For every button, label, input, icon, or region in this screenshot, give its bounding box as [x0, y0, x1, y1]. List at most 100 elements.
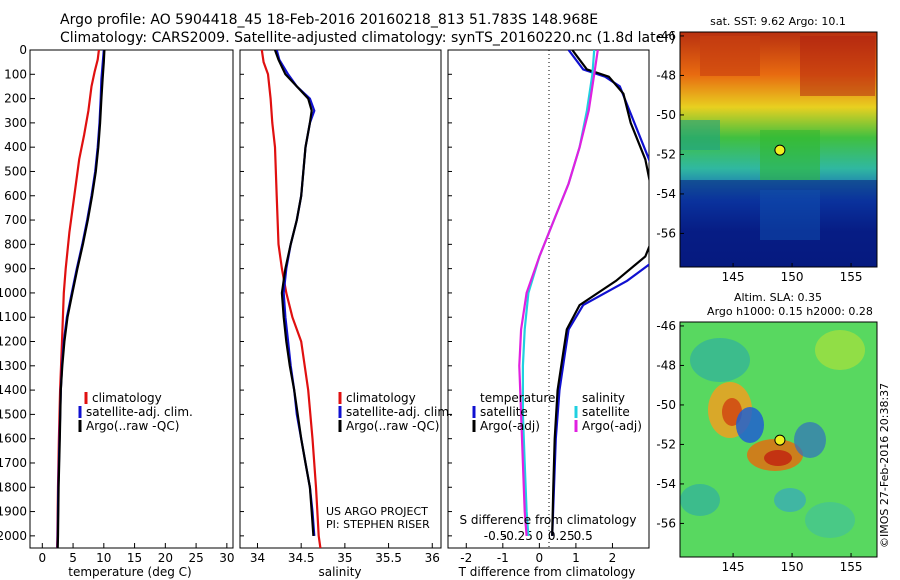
sla-low-patch [680, 484, 720, 516]
pi-credit: PI: STEPHEN RISER [326, 518, 430, 531]
sla-map-frame [679, 321, 878, 558]
map-y-tick-label: -46 [656, 319, 676, 333]
difference-profiles [518, 50, 649, 536]
y-tick-label: 800 [4, 237, 27, 251]
y-tick-label: 400 [4, 140, 27, 154]
figure-title-line1: Argo profile: AO 5904418_45 18-Feb-2016 … [60, 12, 599, 28]
legend-label-climatology: climatology [346, 391, 416, 405]
map-y-tick-label: -46 [656, 29, 676, 43]
map-y-tick-label: -48 [656, 358, 676, 372]
map-x-tick-label: 155 [840, 560, 863, 574]
map-x-tick-label: 150 [781, 270, 804, 284]
argo-float-marker [774, 434, 786, 446]
salinity-xlabel: salinity [318, 565, 361, 579]
y-tick-label: 1500 [0, 407, 27, 421]
map-y-tick-label: -56 [656, 516, 676, 530]
y-tick-label: 700 [4, 213, 27, 227]
sst-warm-patch [800, 36, 875, 96]
temperature-xlabel: temperature (deg C) [68, 565, 191, 579]
series-line-2 [521, 50, 596, 536]
series-line-0 [56, 50, 100, 548]
s-tick-label: 0.25 [548, 529, 575, 543]
temperature-profiles [56, 50, 106, 548]
y-tick-label: 1800 [0, 480, 27, 494]
y-tick-label: 600 [4, 189, 27, 203]
x-tick-label: -2 [460, 551, 472, 565]
y-tick-label: 1300 [0, 359, 27, 373]
legend-label-t-argo: Argo(-adj) [480, 419, 540, 433]
sst-map-frame [679, 31, 878, 268]
map-y-tick-label: -50 [656, 398, 676, 412]
y-tick-label: 500 [4, 164, 27, 178]
x-tick-label: 20 [158, 551, 173, 565]
s-tick-label: -0.5 [484, 529, 507, 543]
legend-title-temperature: temperature [480, 391, 555, 405]
sla-low-patch [774, 488, 806, 512]
y-tick-label: 1200 [0, 335, 27, 349]
sla-low-patch [690, 338, 750, 382]
sst-patch [760, 190, 820, 240]
sst-map-axes: 145 150 155 -46 -48 -50 -52 -54 -56 [656, 29, 862, 284]
x-tick-label: -1 [497, 551, 509, 565]
sla-low-patch [805, 502, 855, 538]
tdiff-xlabel: T difference from climatology [458, 565, 636, 579]
legend-label-satellite: satellite-adj. clim. [86, 405, 193, 419]
y-tick-label: 300 [4, 116, 27, 130]
map-x-tick-label: 155 [840, 270, 863, 284]
y-tick-label: 1600 [0, 432, 27, 446]
salinity-panel-frame [239, 49, 442, 549]
x-tick-label: 25 [188, 551, 203, 565]
difference-legend: temperature satellite Argo(-adj) salinit… [472, 391, 642, 433]
imos-watermark: ©IMOS 27-Feb-2016 20:38:37 [878, 382, 891, 548]
legend-label-t-satellite: satellite [480, 405, 528, 419]
map-y-tick-label: -56 [656, 226, 676, 240]
map-y-tick-label: -50 [656, 108, 676, 122]
s-tick-label: 0.5 [574, 529, 593, 543]
y-tick-label: 1000 [0, 286, 27, 300]
legend-label-satellite: satellite-adj. clim. [346, 405, 453, 419]
sdiff-label: S difference from climatology [460, 513, 637, 527]
x-tick-label: 34.5 [288, 551, 315, 565]
x-tick-label: 5 [69, 551, 77, 565]
sst-warm-patch [700, 36, 760, 76]
x-tick-label: 2 [609, 551, 617, 565]
sla-map-title: Altim. SLA: 0.35 [734, 291, 822, 304]
y-tick-label: 900 [4, 262, 27, 276]
sst-patch [680, 120, 720, 150]
y-tick-label: 1700 [0, 456, 27, 470]
salinity-profiles [260, 50, 322, 548]
series-line-2 [56, 50, 106, 548]
map-x-tick-label: 145 [722, 560, 745, 574]
project-credit: US ARGO PROJECT [326, 505, 428, 518]
sst-patch [760, 130, 820, 180]
series-line-1 [551, 50, 649, 536]
legend-label-s-satellite: satellite [582, 405, 630, 419]
sla-high-core [764, 450, 792, 466]
map-x-tick-label: 145 [722, 270, 745, 284]
x-tick-label: 1 [572, 551, 580, 565]
s-tick-label: -0.25 [502, 529, 533, 543]
legend-title-salinity: salinity [582, 391, 625, 405]
x-tick-label: 15 [127, 551, 142, 565]
x-tick-label: 36 [425, 551, 440, 565]
series-line-3 [518, 50, 599, 536]
map-y-tick-label: -52 [656, 147, 676, 161]
legend-label-climatology: climatology [92, 391, 162, 405]
sla-patch [815, 330, 865, 370]
map-y-tick-label: -48 [656, 68, 676, 82]
y-tick-label: 100 [4, 67, 27, 81]
salinity-axes: 34 34.5 35 35.5 36 [240, 49, 440, 565]
salinity-legend: climatology satellite-adj. clim. Argo(..… [338, 391, 453, 433]
map-x-tick-label: 150 [781, 560, 804, 574]
legend-label-argo: Argo(..raw -QC) [86, 419, 179, 433]
x-tick-label: 30 [219, 551, 234, 565]
y-tick-label: 0 [19, 43, 27, 57]
legend-label-argo: Argo(..raw -QC) [346, 419, 439, 433]
y-tick-label: 1900 [0, 505, 27, 519]
sla-low-patch [736, 407, 764, 443]
x-tick-label: 35 [337, 551, 352, 565]
y-tick-label: 1100 [0, 310, 27, 324]
y-tick-label: 200 [4, 92, 27, 106]
figure-title-line2: Climatology: CARS2009. Satellite-adjuste… [60, 30, 676, 46]
